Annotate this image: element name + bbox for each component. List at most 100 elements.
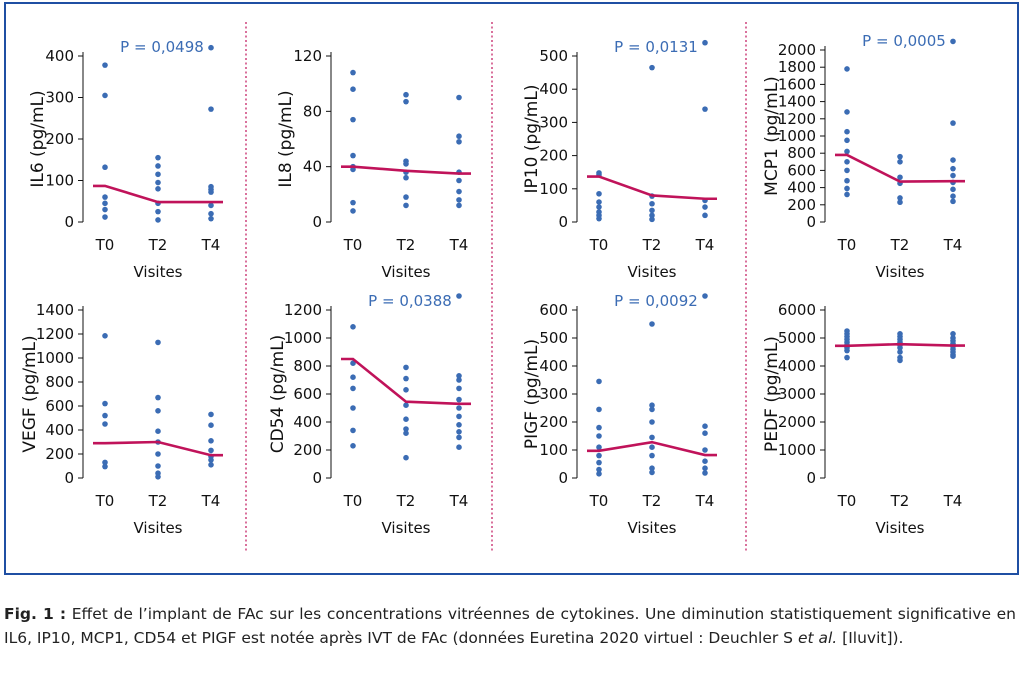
chart-4-y-tick-label-1: 200	[787, 196, 816, 214]
chart-3-point-2	[596, 190, 602, 197]
chart-4-y-tick-label-3: 600	[787, 161, 816, 179]
chart-6-point-18	[456, 385, 462, 392]
chart-1-p-value: P = 0,0498	[120, 38, 204, 56]
chart-8-point-26	[950, 353, 956, 360]
caption-label: Fig. 1 :	[4, 605, 67, 623]
chart-6-point-19	[456, 396, 462, 403]
chart-7-p-value: P = 0,0092	[614, 292, 698, 310]
chart-2-y-tick-label-2: 80	[303, 102, 322, 120]
chart-6-point-20	[456, 405, 462, 411]
chart-1-point-11	[155, 186, 161, 192]
chart-4-point-18	[950, 157, 956, 163]
chart-4-mean-line	[835, 153, 965, 183]
chart-3-x-category-1: T2	[642, 236, 662, 254]
chart-5-y-tick-label-5: 1000	[36, 349, 74, 367]
chart-6-point-4	[350, 405, 356, 411]
chart-6-point-7	[403, 364, 409, 371]
chart-6-point-10	[403, 402, 409, 409]
chart-4-y-tick-label-7: 1400	[778, 93, 816, 111]
chart-4-point-12	[897, 174, 903, 181]
chart-2-point-11	[403, 161, 409, 167]
chart-1-point-1	[102, 92, 108, 99]
chart-2-point-16	[456, 94, 462, 101]
chart-6-y-tick-label-6: 1200	[284, 301, 322, 319]
chart-3-point-14	[702, 39, 708, 46]
chart-7-x-label: Visites	[627, 519, 676, 537]
chart-4-point-3	[844, 137, 850, 144]
chart-4-point-8	[844, 185, 850, 192]
chart-7-y-tick-label-2: 200	[539, 413, 568, 431]
chart-5-point-17	[208, 438, 214, 444]
chart-7-point-6	[596, 459, 602, 466]
chart-7-point-18	[702, 293, 708, 299]
chart-5-point-1	[102, 400, 108, 407]
chart-8-y-tick-label-0: 0	[806, 469, 816, 487]
chart-6-point-23	[456, 429, 462, 435]
chart-4-y-tick-label-0: 0	[806, 213, 816, 231]
chart-3-point-11	[649, 207, 655, 214]
chart-7-point-19	[702, 423, 708, 430]
chart-6-point-6	[350, 443, 356, 449]
chart-7-point-10	[649, 402, 655, 409]
chart-1-point-10	[155, 179, 161, 186]
chart-1-point-7	[155, 154, 161, 161]
chart-5-x-category-2: T4	[201, 492, 221, 510]
chart-6-point-15	[456, 293, 462, 299]
chart-1-point-20	[208, 202, 214, 209]
chart-6-x-category-0: T0	[343, 492, 363, 510]
chart-2-point-21	[456, 188, 462, 195]
chart-3-y-tick-label-0: 0	[558, 213, 568, 231]
chart-4-y-tick-label-2: 400	[787, 179, 816, 197]
chart-7-y-tick-label-5: 500	[539, 329, 568, 347]
chart-2-point-18	[456, 138, 462, 145]
chart-7-point-12	[649, 419, 655, 425]
chart-1-point-5	[102, 206, 108, 213]
chart-7-point-5	[596, 452, 602, 459]
chart-6-y-tick-label-1: 200	[293, 441, 322, 459]
chart-5-x-category-1: T2	[148, 492, 168, 510]
chart-7-point-3	[596, 433, 602, 439]
chart-4-y-tick-label-5: 1000	[778, 127, 816, 145]
chart-7-point-16	[649, 465, 655, 472]
chart-2-point-9	[403, 98, 409, 105]
chart-3-x-label: Visites	[627, 263, 676, 281]
chart-1-point-13	[155, 208, 161, 215]
chart-5-point-5	[102, 463, 108, 470]
chart-2-point-17	[456, 133, 462, 140]
caption-etal: et al.	[797, 629, 838, 647]
chart-2-point-8	[403, 91, 409, 98]
chart-8-mean-line	[835, 342, 965, 348]
chart-5-point-20	[208, 457, 214, 463]
chart-4-x-category-2: T4	[943, 236, 963, 254]
chart-6-point-11	[403, 416, 409, 423]
chart-4-y-tick-label-9: 1800	[778, 58, 816, 76]
chart-6-y-tick-label-4: 800	[293, 357, 322, 375]
chart-6-point-22	[456, 422, 462, 428]
chart-6-y-tick-label-0: 0	[312, 469, 322, 487]
chart-2-point-1	[350, 86, 356, 92]
chart-1-x-category-1: T2	[148, 236, 168, 254]
chart-8-y-label: PEDF (pg/mL)	[762, 336, 782, 452]
chart-1-mean-line	[93, 184, 223, 204]
chart-8-x-category-0: T0	[837, 492, 857, 510]
chart-2-point-23	[456, 202, 462, 209]
chart-3-y-tick-label-5: 500	[539, 47, 568, 65]
chart-3-p-value: P = 0,0131	[614, 38, 698, 56]
chart-3-point-10	[649, 200, 655, 207]
chart-1-point-6	[102, 214, 108, 220]
chart-6-point-5	[350, 427, 356, 434]
chart-3-mean-line	[587, 175, 717, 201]
chart-4-y-tick-label-10: 2000	[778, 41, 816, 59]
chart-1-point-2	[102, 164, 108, 171]
chart-7-point-24	[702, 470, 708, 476]
chart-2-y-label: IL8 (pg/mL)	[276, 90, 296, 187]
chart-2-point-3	[350, 152, 356, 159]
chart-4-point-15	[897, 199, 903, 206]
chart-5-y-label: VEGF (pg/mL)	[20, 335, 40, 452]
chart-4-point-19	[950, 165, 956, 172]
chart-5-point-18	[208, 447, 214, 454]
chart-5-point-6	[155, 339, 161, 346]
chart-3-x-category-0: T0	[589, 236, 609, 254]
chart-4-point-6	[844, 167, 850, 174]
